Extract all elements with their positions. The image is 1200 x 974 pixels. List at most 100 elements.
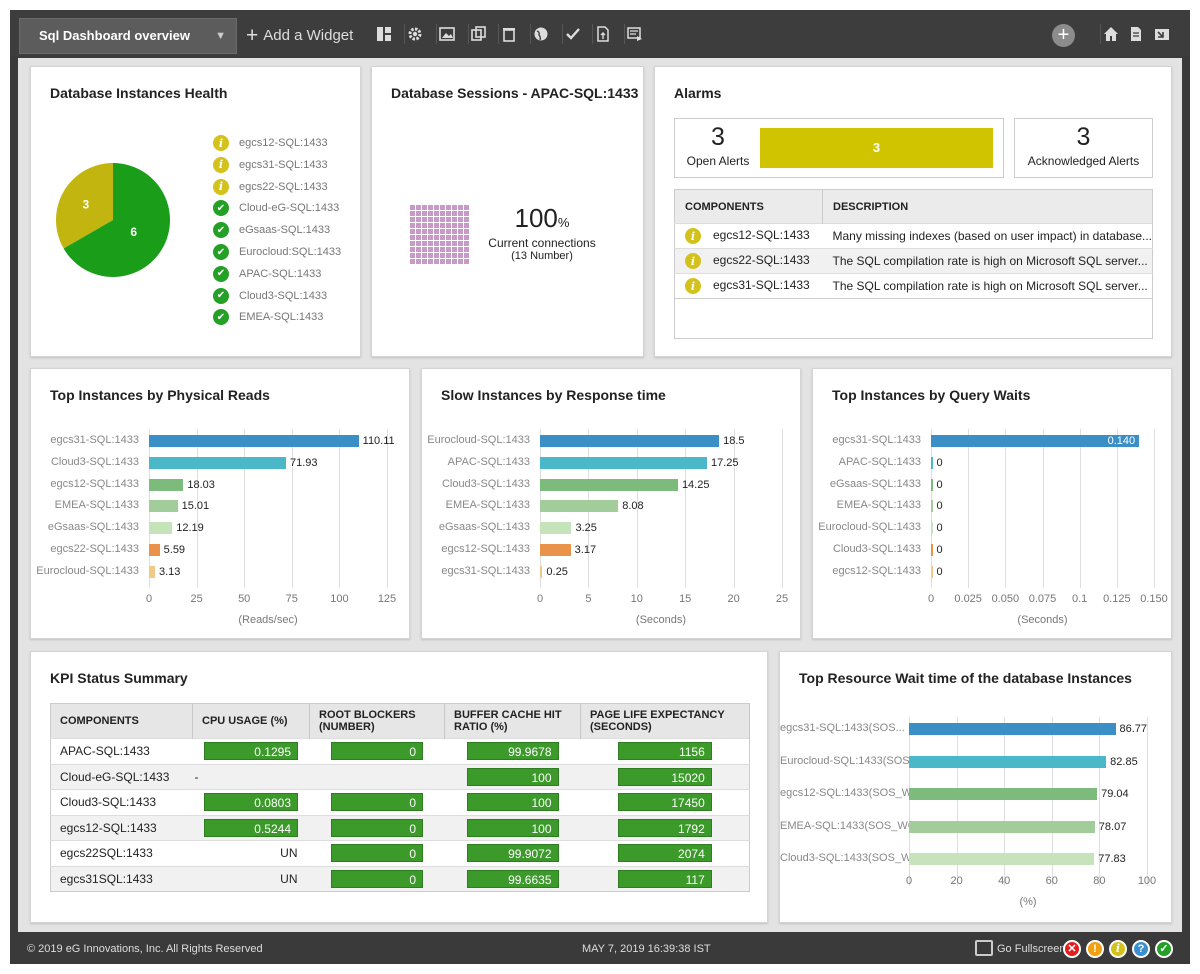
bar[interactable] — [540, 435, 720, 447]
bar[interactable] — [909, 853, 1095, 865]
table-row[interactable]: i egcs22-SQL:1433 The SQL compilation rate… — [674, 248, 1153, 274]
go-fullscreen-link[interactable]: Go Fullscreen — [997, 943, 1066, 955]
table-row[interactable]: APAC-SQL:1433 0.1295 0 99.9678 1156 — [50, 738, 750, 764]
acknowledged-alerts-box[interactable]: 3 Acknowledged Alerts — [1014, 118, 1153, 178]
table-row[interactable]: egcs22SQL:1433 UN 0 99.9072 2074 — [50, 840, 750, 866]
major-alarms-icon[interactable]: ! — [1086, 940, 1104, 958]
bar-value-label: 17.25 — [710, 456, 739, 469]
bar[interactable] — [540, 544, 571, 556]
gear-icon[interactable] — [404, 24, 424, 44]
legend-item[interactable]: ✔ Eurocloud:SQL:1433 — [213, 242, 341, 262]
legend-label: APAC-SQL:1433 — [239, 267, 322, 280]
bar[interactable] — [540, 456, 707, 469]
column-header[interactable]: PAGE LIFE EXPECTANCY (SECONDS) — [580, 703, 750, 739]
legend-item[interactable]: ✔ EMEA-SQL:1433 — [213, 307, 323, 327]
pie-slice-ok[interactable] — [63, 163, 170, 277]
critical-alarms-icon[interactable]: ✕ — [1063, 940, 1081, 958]
window-icon[interactable] — [1152, 24, 1172, 44]
pie-slice-warning[interactable] — [56, 163, 113, 249]
bar[interactable] — [909, 723, 1116, 735]
bar[interactable] — [931, 456, 933, 469]
bar[interactable] — [149, 435, 359, 447]
column-header[interactable]: BUFFER CACHE HIT RATIO (%) — [444, 703, 581, 739]
legend-item[interactable]: ✔ Cloud-eG-SQL:1433 — [213, 198, 339, 218]
table-row[interactable]: Cloud-eG-SQL:1433- 100 15020 — [50, 763, 750, 790]
grid-line — [636, 429, 638, 588]
legend-item[interactable]: ✔ APAC-SQL:1433 — [213, 264, 321, 284]
open-alerts-box[interactable]: 3 Open Alerts 3 — [674, 118, 1004, 178]
bar[interactable] — [149, 478, 184, 491]
bar[interactable] — [931, 522, 933, 535]
bar[interactable] — [149, 500, 178, 513]
fullscreen-icon[interactable] — [975, 940, 993, 956]
waffle-cell — [452, 247, 457, 252]
table-row[interactable]: Cloud3-SQL:1433 0.0803 0 100 17450 — [50, 789, 750, 815]
buffer-cell: 99.9678 — [444, 738, 581, 764]
legend-item[interactable]: i egcs22-SQL:1433 — [213, 177, 328, 197]
export-pdf-icon[interactable] — [592, 24, 612, 44]
bar[interactable] — [931, 544, 933, 556]
bar-value-label: 0 — [936, 565, 943, 578]
minor-alarms-icon[interactable]: i — [1109, 940, 1127, 958]
bar[interactable] — [149, 565, 155, 578]
column-header[interactable]: CPU USAGE (%) — [192, 703, 310, 739]
report-icon[interactable] — [624, 24, 644, 44]
bar[interactable] — [931, 565, 933, 578]
copy-icon[interactable] — [468, 24, 488, 44]
waffle-cell — [458, 253, 463, 258]
home-icon[interactable] — [1100, 24, 1120, 44]
trash-icon[interactable] — [498, 24, 518, 44]
column-header[interactable]: ROOT BLOCKERS (NUMBER) — [309, 703, 445, 739]
bar[interactable] — [540, 522, 572, 535]
bar-value-label: 110.11 — [362, 435, 395, 447]
bar[interactable] — [540, 478, 678, 491]
bar[interactable] — [149, 522, 173, 535]
dashboard-selector[interactable]: Sql Dashboard overview ▼ — [19, 18, 237, 54]
bar-value-label: 3.13 — [158, 565, 181, 578]
column-header[interactable]: COMPONENTS — [50, 703, 193, 739]
category-label: egcs31-SQL:1433 — [441, 564, 530, 577]
bar[interactable] — [909, 755, 1107, 768]
legend-item[interactable]: i egcs31-SQL:1433 — [213, 155, 328, 175]
legend-label: Eurocloud:SQL:1433 — [239, 246, 342, 258]
bar[interactable] — [540, 500, 619, 513]
help-icon[interactable]: ? — [1132, 940, 1150, 958]
globe-icon[interactable] — [530, 24, 550, 44]
column-header[interactable]: COMPONENTS — [674, 189, 823, 224]
document-icon[interactable] — [1126, 24, 1146, 44]
kpi-value-bar: 17450 — [617, 793, 712, 812]
bar[interactable] — [909, 788, 1098, 800]
table-row[interactable]: i egcs12-SQL:1433 Many missing indexes (ba… — [674, 223, 1153, 249]
table-row[interactable]: egcs31SQL:1433 UN 0 99.6635 117 — [50, 865, 750, 892]
normal-status-icon[interactable]: ✓ — [1155, 940, 1173, 958]
bar[interactable] — [540, 565, 543, 578]
check-circle-icon: ✔ — [213, 244, 229, 260]
image-icon[interactable] — [436, 24, 456, 44]
add-widget-button[interactable]: + Add a Widget — [246, 18, 353, 54]
legend-item[interactable]: ✔ eGsaas-SQL:1433 — [213, 220, 330, 240]
kpi-table: COMPONENTS CPU USAGE (%) ROOT BLOCKERS (… — [50, 703, 750, 892]
bar[interactable] — [149, 456, 286, 469]
layout-icon[interactable] — [374, 24, 394, 44]
bar[interactable] — [931, 478, 933, 491]
kpi-value-bar: 15020 — [617, 767, 712, 786]
check-icon[interactable] — [562, 24, 582, 44]
bar[interactable] — [931, 435, 1140, 447]
description-cell: The SQL compilation rate is high on Micr… — [822, 248, 1153, 274]
column-header[interactable]: DESCRIPTION — [822, 189, 1153, 224]
table-row[interactable]: i egcs31-SQL:1433 The SQL compilation rate… — [674, 273, 1153, 299]
kpi-value-bar: 0 — [331, 793, 423, 812]
bar[interactable] — [931, 500, 933, 513]
waffle-cell — [434, 229, 439, 234]
waffle-cell — [416, 223, 421, 228]
kpi-value-bar: 99.6635 — [466, 869, 559, 888]
bar[interactable] — [909, 820, 1095, 833]
bar[interactable] — [149, 544, 160, 556]
legend-item[interactable]: ✔ Cloud3-SQL:1433 — [213, 286, 327, 306]
connections-readout: 100% Current connections (13 Number) — [488, 203, 596, 262]
legend-item[interactable]: i egcs12-SQL:1433 — [213, 133, 328, 153]
x-tick-label: 5 — [585, 593, 592, 605]
waffle-cell — [446, 217, 451, 222]
add-dashboard-button[interactable]: + — [1052, 24, 1075, 47]
table-row[interactable]: egcs12-SQL:1433 0.5244 0 100 1792 — [50, 814, 750, 841]
